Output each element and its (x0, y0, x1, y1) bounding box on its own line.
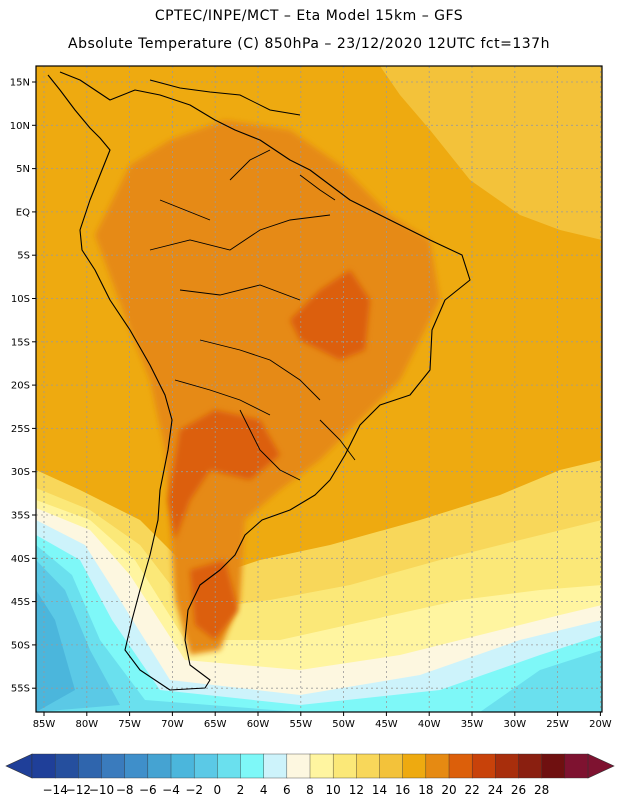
colorbar-swatch (402, 753, 427, 779)
colorbar-swatch (448, 753, 473, 779)
colorbar-swatch (78, 753, 103, 779)
lon-label: 80W (75, 719, 98, 730)
lat-label: 10S (11, 294, 30, 305)
lon-label: 20W (589, 719, 612, 730)
colorbar-label: 8 (306, 783, 314, 797)
lon-label: 25W (546, 719, 569, 730)
colorbar-swatch (124, 753, 149, 779)
colorbar-swatch (193, 753, 218, 779)
colorbar-label: 10 (326, 783, 341, 797)
colorbar-swatch (425, 753, 450, 779)
colorbar-label: 14 (372, 783, 387, 797)
colorbar-label: −12 (66, 783, 91, 797)
colorbar-min-arrow (5, 753, 33, 779)
colorbar-label: −14 (43, 783, 68, 797)
coastline (47, 71, 471, 691)
lat-label: 15N (10, 78, 30, 89)
colorbar-swatch (286, 753, 311, 779)
lat-label: 35S (11, 511, 30, 522)
lat-label: 45S (11, 597, 30, 608)
band-6 (36, 520, 602, 712)
lat-label: 20S (11, 381, 30, 392)
caribbean-coast (149, 79, 301, 116)
lon-label: 60W (247, 719, 270, 730)
colorbar-label: 28 (534, 783, 549, 797)
lon-label: 30W (503, 719, 526, 730)
colorbar-swatch (564, 753, 589, 779)
country-borders (149, 149, 356, 481)
colorbar-label: 6 (283, 783, 291, 797)
colorbar-swatch (356, 753, 381, 779)
lon-label: 65W (204, 719, 227, 730)
colorbar-swatch (263, 753, 288, 779)
colorbar-label: 0 (214, 783, 222, 797)
colorbar-labels: −14−12−10 −8 −6 −4 −2 0 2 4 6 8 10 12 14 16 18 20 22 24 26… (43, 783, 550, 797)
colorbar-swatch (495, 753, 520, 779)
land-hot-core-patagonia (190, 560, 238, 640)
colorbar-swatch (379, 753, 404, 779)
land-hot-core-center (290, 270, 370, 360)
axis-ticks (32, 81, 601, 716)
lat-label: 25S (11, 424, 30, 435)
lat-label: 30S (11, 467, 30, 478)
lat-label: 40S (11, 554, 30, 565)
longitude-labels: 85W 80W 75W 70W 65W 60W 55W 50W 45W 40W 35W 30W 25W 2… (33, 719, 612, 730)
colorbar-label: 4 (260, 783, 268, 797)
colorbar-max-arrow (587, 753, 615, 779)
colorbar-swatch (541, 753, 566, 779)
colorbar-swatch (54, 753, 79, 779)
colorbar-label: −8 (116, 783, 134, 797)
band-2-east (480, 650, 602, 712)
colorbar-label: 2 (237, 783, 245, 797)
colorbar-label: −10 (89, 783, 114, 797)
lon-label: 55W (289, 719, 312, 730)
lon-label: 40W (418, 719, 441, 730)
lat-label: 10N (10, 121, 30, 132)
colorbar-label: 26 (511, 783, 526, 797)
colorbar-label: 20 (441, 783, 456, 797)
colorbar-label: 22 (465, 783, 480, 797)
colorbar-swatch (240, 753, 265, 779)
lat-label: 5N (16, 164, 30, 175)
colorbar-label: 12 (349, 783, 364, 797)
lat-label: 50S (11, 640, 30, 651)
colorbar-label: −6 (139, 783, 157, 797)
colorbar-label: 18 (418, 783, 433, 797)
lon-label: 50W (332, 719, 355, 730)
map-frame (35, 65, 603, 713)
lon-label: 75W (118, 719, 141, 730)
title-model: CPTEC/INPE/MCT – Eta Model 15km – GFS (154, 8, 464, 24)
colorbar-swatch (101, 753, 126, 779)
band-minus2 (36, 590, 75, 712)
lat-label: EQ (16, 207, 30, 218)
band-2 (36, 545, 300, 712)
colorbar-label: 24 (488, 783, 503, 797)
ocean-mild-area (380, 66, 602, 240)
colorbar-swatch (309, 753, 334, 779)
colorbar-swatch (332, 753, 357, 779)
lat-label: 5S (17, 251, 30, 262)
land-hot-core-south (168, 410, 280, 540)
colorbar-swatch (471, 753, 496, 779)
colorbar-swatch (31, 753, 56, 779)
colorbar-swatch (147, 753, 172, 779)
graticule (36, 66, 602, 712)
lon-label: 45W (375, 719, 398, 730)
colorbar-label: −2 (185, 783, 203, 797)
colorbar-label: −4 (162, 783, 180, 797)
colorbar-label: 16 (395, 783, 410, 797)
title-field: Absolute Temperature (C) 850hPa – 23/12/… (68, 36, 550, 52)
colorbar (5, 753, 615, 779)
lat-label: 15S (11, 337, 30, 348)
temperature-field (36, 66, 602, 712)
colorbar-swatch (217, 753, 241, 779)
lon-label: 35W (461, 719, 484, 730)
latitude-labels: 15N 10N 5N EQ 5S 10S 15S 20S 25S 30S 35S 40S 45S 50S 5… (10, 78, 30, 695)
lat-label: 55S (11, 684, 30, 695)
colorbar-swatch (518, 753, 543, 779)
lon-label: 85W (33, 719, 56, 730)
lon-label: 70W (161, 719, 184, 730)
colorbar-swatch (170, 753, 195, 779)
